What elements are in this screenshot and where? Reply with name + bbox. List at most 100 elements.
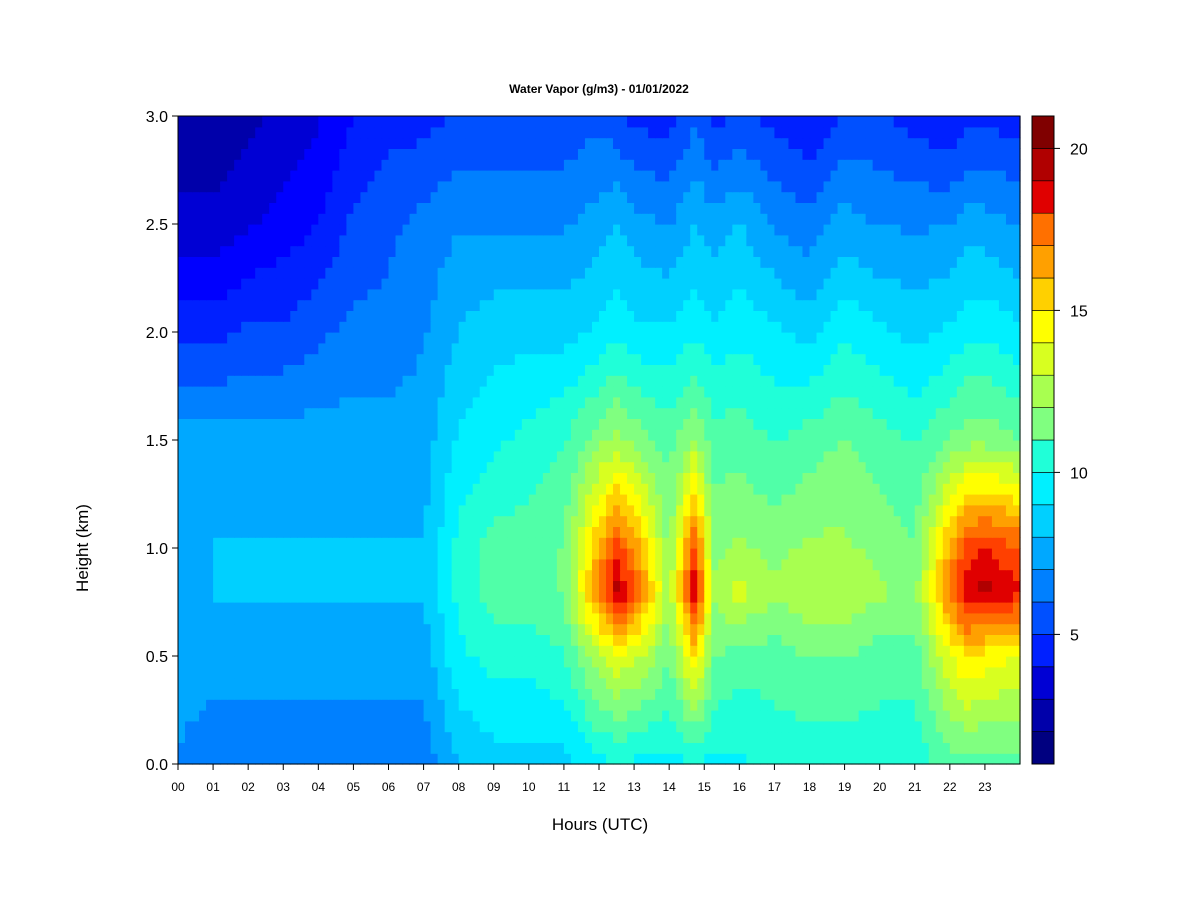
heatmap-cell bbox=[837, 504, 846, 517]
heatmap-cell bbox=[1005, 710, 1014, 722]
heatmap-cell bbox=[760, 634, 768, 646]
heatmap-cell bbox=[963, 386, 972, 398]
heatmap-cell bbox=[262, 321, 270, 333]
heatmap-cell bbox=[879, 742, 888, 754]
heatmap-cell bbox=[472, 321, 481, 333]
heatmap-cell bbox=[970, 580, 979, 592]
heatmap-cell bbox=[998, 688, 1007, 700]
heatmap-cell bbox=[241, 656, 249, 668]
heatmap-cell bbox=[648, 342, 656, 355]
heatmap-cell bbox=[199, 321, 207, 333]
heatmap-cell bbox=[563, 710, 572, 722]
heatmap-cell bbox=[942, 418, 951, 430]
heatmap-cell bbox=[444, 472, 453, 484]
heatmap-cell bbox=[641, 407, 649, 419]
heatmap-cell bbox=[669, 634, 677, 646]
heatmap-cell bbox=[858, 494, 867, 506]
heatmap-cell bbox=[514, 321, 523, 333]
heatmap-cell bbox=[248, 332, 256, 344]
heatmap-cell bbox=[311, 494, 319, 506]
heatmap-cell bbox=[704, 310, 712, 322]
heatmap-cell bbox=[928, 742, 937, 754]
heatmap-cell bbox=[991, 450, 1000, 463]
heatmap-cell bbox=[297, 677, 305, 689]
heatmap-cell bbox=[676, 548, 684, 560]
heatmap-cell bbox=[206, 666, 214, 679]
heatmap-cell bbox=[549, 688, 558, 700]
heatmap-cell bbox=[760, 688, 768, 700]
heatmap-cell bbox=[507, 526, 516, 538]
heatmap-cell bbox=[591, 353, 600, 365]
heatmap-cell bbox=[809, 710, 818, 722]
heatmap-cell bbox=[844, 720, 853, 733]
heatmap-cell bbox=[802, 753, 811, 765]
heatmap-cell bbox=[479, 461, 488, 473]
heatmap-cell bbox=[613, 375, 621, 387]
heatmap-cell bbox=[837, 418, 846, 430]
heatmap-cell bbox=[346, 688, 355, 700]
heatmap-cell bbox=[493, 429, 502, 441]
heatmap-cell bbox=[634, 580, 642, 592]
heatmap-cell bbox=[1005, 429, 1014, 441]
heatmap-cell bbox=[514, 699, 523, 711]
heatmap-cell bbox=[865, 699, 874, 711]
heatmap-cell bbox=[1012, 418, 1021, 430]
heatmap-cell bbox=[837, 591, 846, 603]
heatmap-cell bbox=[395, 472, 404, 484]
heatmap-cell bbox=[676, 429, 684, 441]
heatmap-cell bbox=[388, 742, 397, 754]
heatmap-cell bbox=[262, 494, 270, 506]
heatmap-cell bbox=[844, 558, 853, 571]
heatmap-cell bbox=[963, 548, 972, 560]
heatmap-cell bbox=[241, 321, 249, 333]
heatmap-cell bbox=[409, 515, 418, 527]
heatmap-cell bbox=[655, 386, 663, 398]
heatmap-cell bbox=[655, 504, 663, 517]
heatmap-cell bbox=[858, 332, 867, 344]
heatmap-cell bbox=[669, 310, 677, 322]
heatmap-cell bbox=[774, 515, 783, 527]
heatmap-cell bbox=[255, 591, 263, 603]
heatmap-cell bbox=[486, 310, 495, 322]
heatmap-cell bbox=[837, 515, 846, 527]
heatmap-cell bbox=[858, 602, 867, 614]
heatmap-cell bbox=[837, 666, 846, 679]
heatmap-cell bbox=[353, 332, 362, 344]
heatmap-cell bbox=[837, 753, 846, 765]
heatmap-cell bbox=[977, 504, 986, 517]
heatmap-cell bbox=[269, 429, 277, 441]
heatmap-cell bbox=[493, 375, 502, 387]
heatmap-cell bbox=[535, 375, 544, 387]
heatmap-cell bbox=[1012, 353, 1021, 365]
heatmap-cell bbox=[584, 742, 593, 754]
heatmap-cell bbox=[430, 494, 439, 506]
heatmap-cell bbox=[991, 321, 1000, 333]
heatmap-cell bbox=[584, 515, 593, 527]
heatmap-cell bbox=[956, 418, 965, 430]
heatmap-cell bbox=[451, 591, 460, 603]
heatmap-cell bbox=[613, 494, 621, 506]
heatmap-cell bbox=[739, 342, 747, 355]
heatmap-cell bbox=[472, 483, 481, 495]
heatmap-cell bbox=[416, 645, 425, 657]
heatmap-cell bbox=[535, 429, 544, 441]
heatmap-cell bbox=[318, 731, 326, 743]
heatmap-cell bbox=[676, 699, 684, 711]
heatmap-cell bbox=[900, 375, 909, 387]
heatmap-cell bbox=[662, 396, 670, 409]
heatmap-cell bbox=[227, 364, 235, 376]
heatmap-cell bbox=[1012, 591, 1021, 603]
heatmap-cell bbox=[858, 731, 867, 743]
heatmap-cell bbox=[276, 753, 284, 765]
heatmap-cell bbox=[648, 602, 656, 614]
heatmap-cell bbox=[753, 407, 761, 419]
heatmap-cell bbox=[732, 688, 740, 700]
heatmap-cell bbox=[900, 537, 909, 549]
heatmap-cell bbox=[199, 342, 207, 355]
heatmap-cell bbox=[409, 396, 418, 409]
heatmap-cell bbox=[521, 602, 530, 614]
heatmap-cell bbox=[858, 623, 867, 635]
heatmap-cell bbox=[570, 310, 579, 322]
heatmap-cell bbox=[388, 342, 397, 355]
heatmap-cell bbox=[311, 461, 319, 473]
